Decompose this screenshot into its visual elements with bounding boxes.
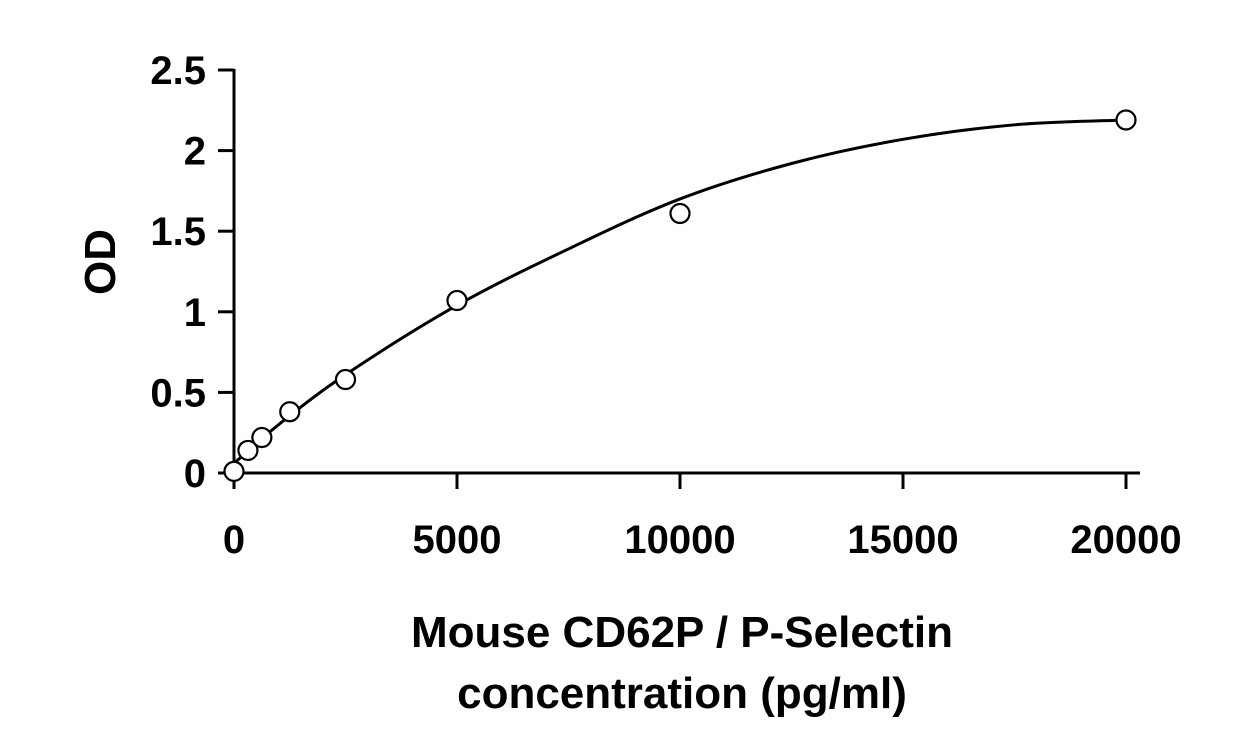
- y-ticks: 0 0.5 1 1.5 2 2.5: [150, 49, 234, 496]
- x-tick-label: 10000: [624, 518, 735, 562]
- x-ticks: 0 5000 10000 15000 20000: [223, 473, 1182, 562]
- y-tick-label: 1.5: [150, 210, 206, 254]
- y-axis-title: OD: [76, 229, 125, 295]
- x-axis-title-line-2: concentration (pg/ml): [457, 669, 907, 718]
- x-tick-label: 5000: [413, 518, 502, 562]
- data-point: [223, 460, 245, 482]
- x-axis-title-line-1: Mouse CD62P / P-Selectin: [411, 608, 953, 657]
- data-point: [334, 368, 357, 391]
- y-tick-label: 2: [184, 130, 206, 174]
- data-point: [1115, 109, 1137, 131]
- axes: [218, 69, 1140, 475]
- data-point: [237, 439, 259, 462]
- data-point: [446, 289, 468, 312]
- y-tick-label: 1: [184, 291, 206, 335]
- fit-curve: [233, 118, 1127, 465]
- x-tick-label: 20000: [1070, 518, 1181, 562]
- data-points: [223, 109, 1137, 482]
- y-tick-label: 0.5: [150, 371, 206, 415]
- x-tick-label: 15000: [847, 518, 958, 562]
- y-tick-label: 0: [184, 452, 206, 496]
- data-point: [669, 202, 691, 225]
- data-point: [251, 426, 273, 449]
- x-tick-label: 0: [223, 518, 245, 562]
- y-tick-label: 2.5: [150, 49, 206, 93]
- data-point: [279, 401, 301, 423]
